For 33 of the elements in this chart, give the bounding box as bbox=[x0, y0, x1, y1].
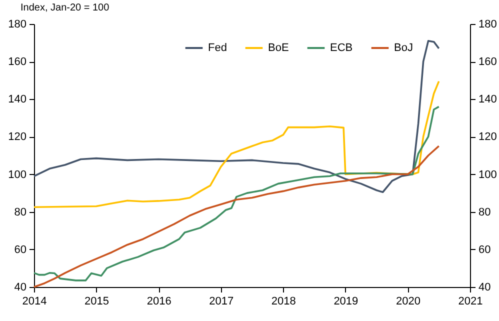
legend-label: Fed bbox=[208, 42, 227, 54]
y2-tick-label: 180 bbox=[478, 18, 497, 30]
y-tick-label: 120 bbox=[8, 131, 26, 144]
y2-tick-label: 120 bbox=[478, 131, 497, 144]
y2-tick-label: 80 bbox=[478, 206, 491, 218]
line-series bbox=[33, 145, 440, 288]
y-tick-label: 180 bbox=[8, 18, 26, 30]
y-tick-label: 40 bbox=[14, 282, 26, 294]
y2-tick-label: 140 bbox=[478, 94, 497, 106]
x-tick-label: 2019 bbox=[334, 296, 358, 308]
legend-label: ECB bbox=[330, 42, 353, 54]
y-axis-title: Index, Jan-20 = 100 bbox=[20, 2, 110, 14]
y-tick-label: 140 bbox=[8, 94, 26, 106]
legend-label: BoJ bbox=[394, 42, 413, 54]
line-series bbox=[33, 106, 440, 282]
y-tick-label: 60 bbox=[14, 244, 26, 256]
x-tick-label: 2017 bbox=[209, 296, 234, 308]
y-tick-label: 100 bbox=[8, 168, 26, 181]
y2-tick-label: 100 bbox=[478, 168, 497, 181]
x-tick-label: 2018 bbox=[271, 296, 296, 308]
x-tick-label: 2014 bbox=[22, 296, 47, 308]
y-tick-label: 160 bbox=[8, 56, 26, 68]
x-tick-label: 2021 bbox=[458, 296, 483, 308]
x-tick-label: 2015 bbox=[84, 296, 110, 308]
x-tick-label: 2020 bbox=[396, 296, 420, 308]
y2-tick-label: 60 bbox=[478, 244, 491, 256]
legend-label: BoE bbox=[268, 42, 289, 54]
y2-tick-label: 40 bbox=[478, 282, 491, 294]
y2-tick-label: 160 bbox=[478, 56, 497, 68]
line-series bbox=[33, 80, 440, 208]
line-series bbox=[33, 40, 440, 194]
y-tick-label: 80 bbox=[14, 206, 26, 218]
x-tick-label: 2016 bbox=[146, 296, 172, 308]
